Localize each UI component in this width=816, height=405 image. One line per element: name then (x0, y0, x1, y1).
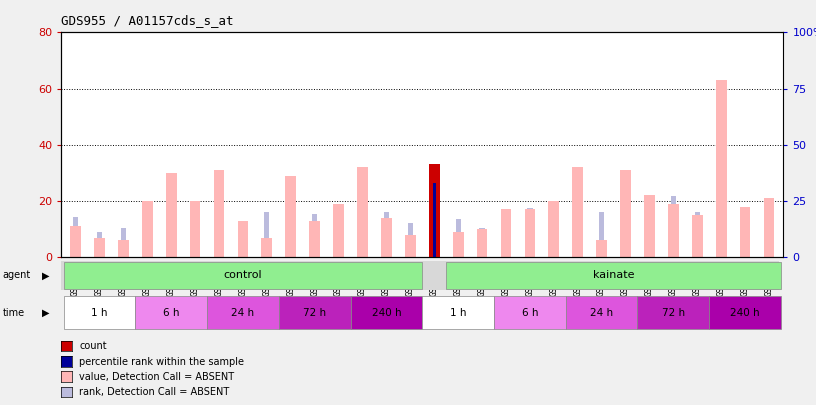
Bar (73, 217, 78, 257)
Text: 1 h: 1 h (91, 308, 108, 318)
Bar (494, 296, 565, 329)
Bar (142, 201, 153, 257)
Bar (190, 201, 201, 257)
Text: percentile rank within the sample: percentile rank within the sample (79, 357, 244, 367)
Bar (193, 201, 197, 257)
Text: time: time (2, 308, 24, 318)
Bar (207, 296, 279, 329)
Bar (477, 229, 487, 257)
Bar (97, 232, 102, 257)
Bar (240, 221, 246, 257)
Text: 24 h: 24 h (232, 308, 255, 318)
Bar (766, 199, 772, 257)
Text: ▶: ▶ (42, 271, 50, 280)
Bar (743, 212, 747, 257)
Bar (214, 170, 224, 257)
Bar (64, 262, 423, 289)
Bar (70, 226, 81, 257)
Bar (599, 212, 605, 257)
Bar (144, 203, 150, 257)
Bar (551, 201, 557, 257)
Bar (480, 228, 485, 257)
Bar (288, 190, 294, 257)
Bar (336, 208, 341, 257)
Text: 72 h: 72 h (662, 308, 685, 318)
Text: 24 h: 24 h (590, 308, 613, 318)
Text: 6 h: 6 h (163, 308, 180, 318)
Bar (135, 296, 207, 329)
Bar (709, 296, 781, 329)
Bar (312, 215, 317, 257)
Bar (408, 224, 413, 257)
Text: 72 h: 72 h (303, 308, 326, 318)
Bar (446, 262, 781, 289)
Bar (740, 207, 751, 257)
Bar (637, 296, 709, 329)
Bar (548, 201, 559, 257)
Text: count: count (79, 341, 107, 351)
Bar (694, 212, 700, 257)
Bar (261, 237, 273, 257)
Bar (381, 218, 392, 257)
Bar (405, 234, 415, 257)
Bar (432, 183, 436, 257)
Text: 6 h: 6 h (521, 308, 538, 318)
Bar (429, 164, 440, 257)
Bar (357, 167, 368, 257)
Bar (309, 221, 320, 257)
Text: 1 h: 1 h (450, 308, 467, 318)
Bar (525, 209, 535, 257)
Bar (216, 203, 222, 257)
Text: agent: agent (2, 271, 31, 280)
Bar (64, 296, 135, 329)
Bar (237, 221, 248, 257)
Bar (121, 228, 126, 257)
Text: kainate: kainate (593, 271, 634, 280)
Bar (716, 80, 726, 257)
Bar (692, 215, 703, 257)
Text: 240 h: 240 h (371, 308, 401, 318)
Text: GDS955 / A01157cds_s_at: GDS955 / A01157cds_s_at (61, 14, 233, 27)
Bar (500, 209, 512, 257)
Bar (671, 196, 676, 257)
Bar (503, 215, 508, 257)
Bar (264, 212, 269, 257)
Text: value, Detection Call = ABSENT: value, Detection Call = ABSENT (79, 372, 234, 382)
Text: rank, Detection Call = ABSENT: rank, Detection Call = ABSENT (79, 388, 229, 397)
Bar (360, 183, 365, 257)
Bar (575, 192, 580, 257)
Bar (423, 296, 494, 329)
Text: control: control (224, 271, 262, 280)
Bar (455, 219, 461, 257)
Bar (644, 195, 654, 257)
Bar (623, 190, 628, 257)
Bar (596, 240, 607, 257)
Bar (527, 208, 533, 257)
Bar (118, 240, 129, 257)
Bar (351, 296, 423, 329)
Bar (620, 170, 631, 257)
Bar (279, 296, 351, 329)
Bar (333, 204, 344, 257)
Bar (166, 173, 176, 257)
Bar (169, 212, 174, 257)
Bar (647, 203, 652, 257)
Bar (94, 237, 104, 257)
Text: 240 h: 240 h (730, 308, 760, 318)
Bar (384, 212, 389, 257)
Bar (764, 198, 774, 257)
Bar (668, 204, 679, 257)
Bar (565, 296, 637, 329)
Bar (286, 176, 296, 257)
Bar (453, 232, 463, 257)
Text: ▶: ▶ (42, 308, 50, 318)
Bar (572, 167, 583, 257)
